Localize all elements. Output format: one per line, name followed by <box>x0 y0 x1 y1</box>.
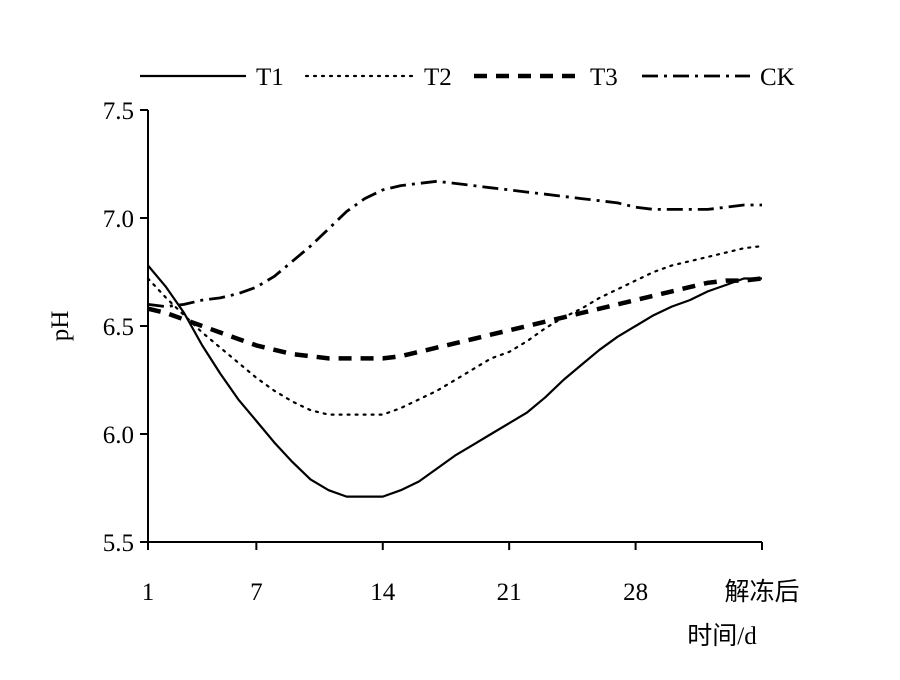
x-tick-label: 28 <box>623 579 648 606</box>
x-tick-label: 解冻后 <box>724 578 799 606</box>
x-ticks: 1 7 14 21 28 解冻后 <box>142 542 800 606</box>
series-line-t2 <box>146 245 764 416</box>
x-axis-title: 时间/d <box>687 622 757 650</box>
y-ticks: 5.5 6.0 6.5 7.0 7.5 <box>103 98 148 557</box>
series-line-ck <box>147 179 762 309</box>
series-line-t1 <box>147 264 762 498</box>
series-layer <box>146 179 764 498</box>
x-tick-label: 21 <box>497 579 522 606</box>
y-axis-title: pH <box>47 311 74 342</box>
series-line-t3 <box>147 276 763 361</box>
x-tick-label: 1 <box>142 579 155 606</box>
y-tick-label: 6.0 <box>103 422 134 449</box>
legend-label-t1: T1 <box>256 64 284 91</box>
legend: T1 T2 T3 CK <box>140 64 795 91</box>
legend-label-ck: CK <box>760 64 795 91</box>
legend-label-t2: T2 <box>424 64 452 91</box>
y-tick-label: 7.0 <box>103 206 134 233</box>
axes <box>147 110 762 543</box>
y-tick-label: 6.5 <box>103 314 134 341</box>
legend-label-t3: T3 <box>590 64 618 91</box>
x-tick-label: 7 <box>250 579 263 606</box>
y-tick-label: 5.5 <box>103 530 134 557</box>
x-tick-label: 14 <box>370 579 396 606</box>
y-tick-label: 7.5 <box>103 98 134 125</box>
